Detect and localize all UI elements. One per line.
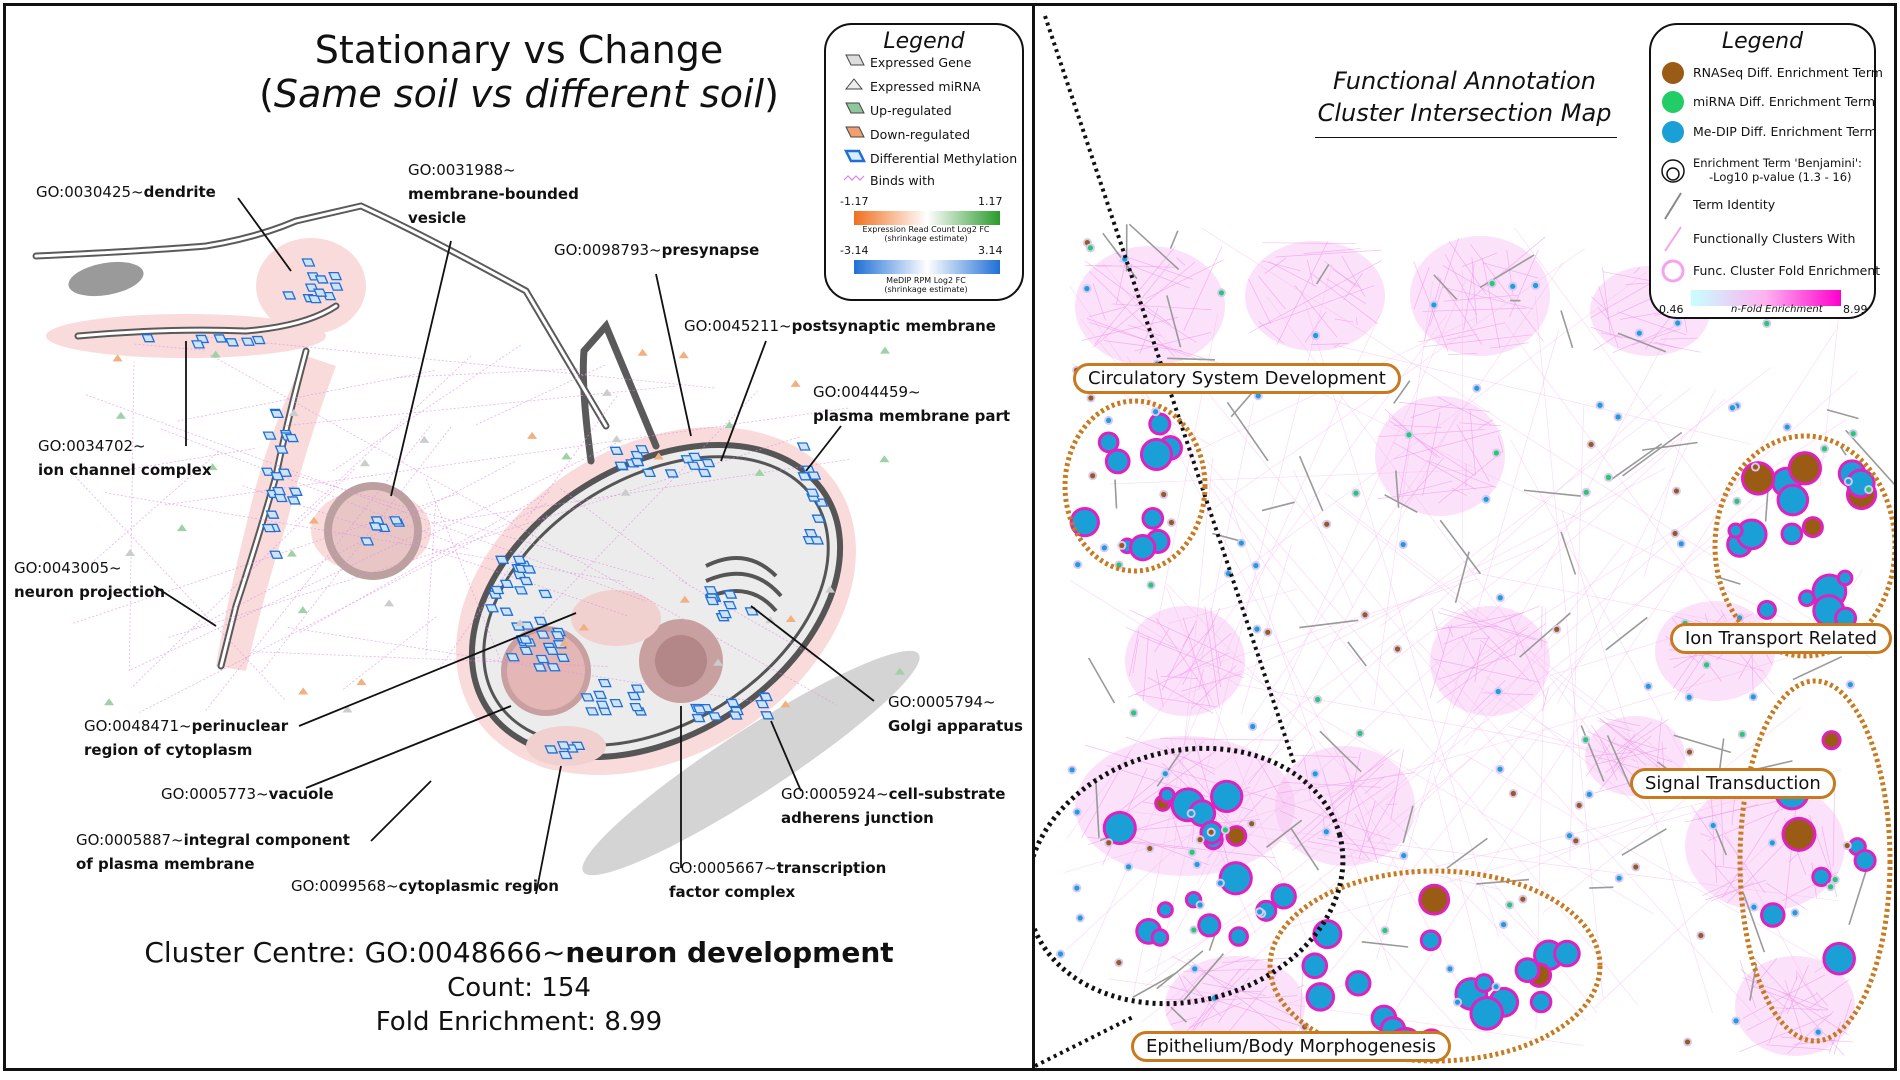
expressed-gene-icon: [845, 54, 865, 66]
cluster-ring-signal-transduction: [1737, 678, 1893, 1044]
legend-item-benjamini: Enrichment Term 'Benjamini':: [1693, 156, 1862, 170]
fold-scale-max: 8.99: [1843, 303, 1868, 316]
go-label-membrane-bounded-vesicle: GO:0031988~ membrane-bounded vesicle: [408, 161, 579, 227]
down-regulated-icon: [845, 126, 865, 138]
cluster-ring-ion-transport: [1712, 433, 1894, 659]
go-label-plasma-membrane-part: GO:0044459~ plasma membrane part: [813, 383, 1011, 425]
methylation-icon: [843, 149, 867, 163]
fold-enrichment-ring-icon: [1661, 259, 1685, 283]
legend-item-benjamini-range: -Log10 p-value (1.3 - 16): [1709, 170, 1852, 184]
go-label-neuron-projection: GO:0043005~ neuron projection: [14, 559, 166, 601]
neuron-illustration: [32, 197, 920, 895]
cluster-label-signal-transduction: Signal Transduction: [1630, 768, 1836, 799]
legend-item-mirna: miRNA Diff. Enrichment Term: [1693, 94, 1876, 109]
go-label-postsynaptic-membrane: GO:0045211~postsynaptic membrane: [684, 317, 996, 335]
medip-scale-min: -3.14: [840, 244, 869, 257]
term-identity-icon: [1664, 192, 1682, 220]
medip-term-icon: [1662, 121, 1684, 143]
legend-item-term-identity: Term Identity: [1693, 197, 1776, 212]
left-title-line2: (Same soil vs different soil): [259, 72, 779, 116]
cluster-label-epithelium: Epithelium/Body Morphogenesis: [1131, 1031, 1452, 1062]
legend-item-expressed-gene: Expressed Gene: [870, 55, 972, 70]
legend-item-expressed-mirna: Expressed miRNA: [870, 79, 981, 94]
zoom-guide-line: [1043, 15, 1297, 767]
left-title-line1: Stationary vs Change: [314, 28, 724, 72]
count-line: Count: 154: [447, 973, 591, 1003]
expr-scale-caption1: Expression Read Count Log2 FC: [862, 225, 990, 234]
substrate-ellipse: [582, 650, 920, 876]
expression-color-scale: [854, 211, 1000, 225]
left-legend: Legend Expressed Gene Expressed miRNA Up…: [824, 23, 1024, 301]
go-label-vacuole: GO:0005773~vacuole: [161, 785, 334, 803]
right-title-line1: Functional Annotation: [1332, 67, 1597, 95]
right-legend-title: Legend: [1721, 29, 1804, 54]
go-label-dendrite: GO:0030425~dendrite: [36, 183, 216, 201]
medip-scale-caption1: MeDIP RPM Log2 FC: [886, 276, 966, 285]
medip-scale-caption2: (shrinkage estimate): [884, 285, 968, 294]
legend-item-methylation: Differential Methylation: [870, 151, 1018, 166]
fold-scale-min: 0.46: [1659, 303, 1684, 316]
cluster-ring-circulatory: [1062, 398, 1208, 574]
mirna-term-icon: [1662, 91, 1684, 113]
cluster-centre-line: Cluster Centre: GO:0048666~neuron develo…: [144, 936, 894, 969]
rnaseq-term-icon: [1662, 62, 1684, 84]
title-underline: [1315, 137, 1617, 138]
functional-cluster-icon: [1664, 226, 1682, 252]
cluster-label-circulatory: Circulatory System Development: [1073, 363, 1401, 394]
cluster-ring-epithelium: [1267, 868, 1603, 1064]
go-label-cytoplasmic-region: GO:0099568~cytoplasmic region: [291, 877, 559, 895]
legend-item-functional-clusters: Functionally Clusters With: [1693, 231, 1856, 246]
medip-scale-max: 3.14: [978, 244, 1003, 257]
right-title-line2: Cluster Intersection Map: [1317, 99, 1612, 127]
go-label-golgi-apparatus: GO:0005794~ Golgi apparatus: [888, 693, 1023, 735]
expr-scale-caption2: (shrinkage estimate): [884, 234, 968, 243]
right-legend: Legend RNASeq Diff. Enrichment Term miRN…: [1649, 23, 1883, 319]
go-label-integral-component: GO:0005887~integral component of plasma m…: [76, 831, 350, 873]
left-legend-title: Legend: [883, 29, 965, 54]
gene-markers: [71, 258, 905, 760]
legend-item-fold-enrichment: Func. Cluster Fold Enrichment: [1693, 263, 1881, 278]
grey-ellipse-decor: [68, 261, 144, 297]
go-label-transcription-factor-complex: GO:0005667~transcription factor complex: [669, 859, 887, 901]
fold-scale-caption: n-Fold Enrichment: [1731, 304, 1823, 315]
legend-item-rnaseq: RNASeq Diff. Enrichment Term: [1693, 65, 1883, 80]
expr-scale-min: -1.17: [840, 195, 869, 208]
up-regulated-icon: [845, 102, 865, 114]
right-panel-cluster-map: Functional Annotation Cluster Intersecti…: [1032, 3, 1897, 1071]
legend-item-medip: Me-DIP Diff. Enrichment Term: [1693, 124, 1877, 139]
expressed-mirna-icon: [844, 78, 864, 90]
left-panel-neuron-diagram: Stationary vs Change (Same soil vs diffe…: [3, 3, 1035, 1071]
go-label-cell-substrate-adherens: GO:0005924~cell-substrate adherens juncti…: [781, 785, 1006, 827]
fold-enrichment-scale: [1691, 290, 1841, 306]
legend-item-up-regulated: Up-regulated: [870, 103, 952, 118]
expr-scale-max: 1.17: [978, 195, 1003, 208]
go-label-ion-channel-complex: GO:0034702~ ion channel complex: [38, 437, 212, 479]
legend-item-binds-with: Binds with: [870, 173, 935, 188]
golgi-apparatus: [705, 556, 783, 613]
fold-enrichment-line: Fold Enrichment: 8.99: [375, 1007, 663, 1037]
cluster-label-ion-transport: Ion Transport Related: [1670, 623, 1892, 654]
go-label-presynapse: GO:0098793~presynapse: [554, 241, 760, 259]
benjamini-size-icon: [1661, 159, 1685, 183]
medip-color-scale: [854, 260, 1000, 274]
go-label-perinuclear-region: GO:0048471~perinuclear region of cytoplas…: [84, 717, 289, 759]
zoom-focus-ring: [1035, 745, 1346, 1007]
binds-with-icon: [843, 175, 865, 181]
legend-item-down-regulated: Down-regulated: [870, 127, 970, 142]
leader-lines: [153, 197, 875, 895]
